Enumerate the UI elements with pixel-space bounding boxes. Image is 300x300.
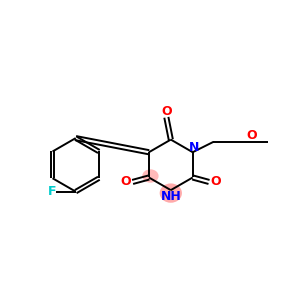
Text: O: O <box>210 176 221 188</box>
Text: F: F <box>48 185 56 198</box>
Text: NH: NH <box>160 190 181 202</box>
Text: O: O <box>161 106 172 118</box>
Text: O: O <box>247 129 257 142</box>
Text: N: N <box>189 141 200 154</box>
Ellipse shape <box>160 183 182 203</box>
Text: O: O <box>121 176 131 188</box>
Ellipse shape <box>142 169 159 183</box>
